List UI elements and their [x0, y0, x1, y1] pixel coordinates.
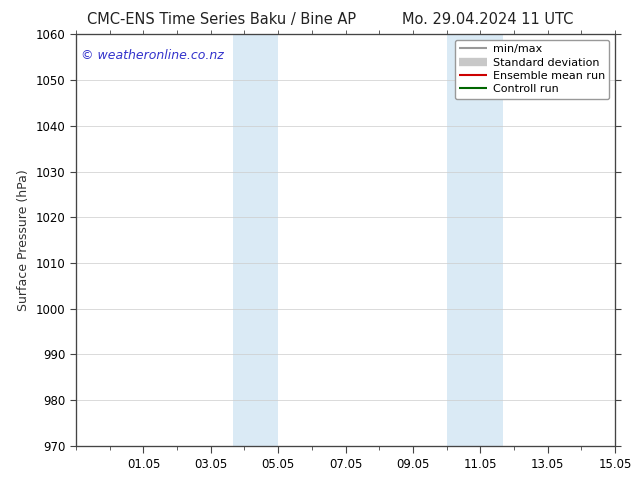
Y-axis label: Surface Pressure (hPa): Surface Pressure (hPa)	[17, 169, 30, 311]
Text: © weatheronline.co.nz: © weatheronline.co.nz	[81, 49, 224, 62]
Bar	[233, 34, 278, 446]
Legend: min/max, Standard deviation, Ensemble mean run, Controll run: min/max, Standard deviation, Ensemble me…	[455, 40, 609, 99]
Text: Mo. 29.04.2024 11 UTC: Mo. 29.04.2024 11 UTC	[403, 12, 574, 27]
Bar	[446, 34, 503, 446]
Text: CMC-ENS Time Series Baku / Bine AP: CMC-ENS Time Series Baku / Bine AP	[87, 12, 356, 27]
